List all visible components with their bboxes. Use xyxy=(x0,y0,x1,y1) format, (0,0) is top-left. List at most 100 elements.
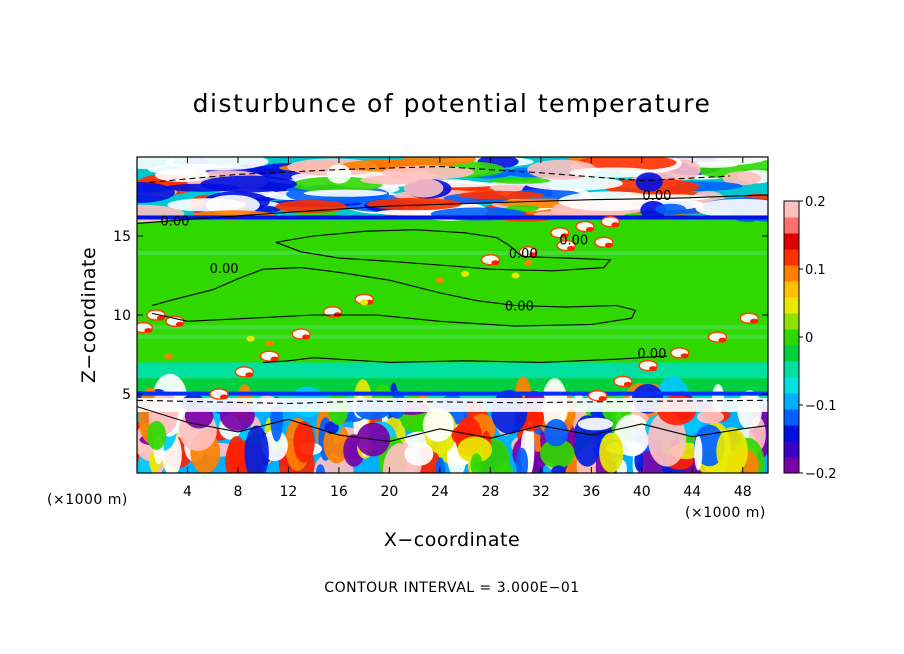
colorbar-swatch xyxy=(784,425,799,442)
x-tick-label: 40 xyxy=(633,484,651,500)
plume-1-core xyxy=(598,396,607,402)
colorbar-swatch xyxy=(784,457,799,474)
patch xyxy=(511,272,520,279)
x-tick-label: 24 xyxy=(431,484,449,500)
lower-blob xyxy=(146,420,167,450)
patch xyxy=(164,353,173,360)
upper-blob xyxy=(655,203,687,215)
x-tick-label: 8 xyxy=(233,484,242,500)
stripe-2 xyxy=(137,251,768,256)
upper-blue-line xyxy=(137,215,768,220)
contour-label-3: 0.00 xyxy=(637,347,666,362)
x-tick-label: 32 xyxy=(532,484,550,500)
colorbar-swatch xyxy=(784,265,799,282)
contour-interval-note: CONTOUR INTERVAL = 3.000E−01 xyxy=(324,580,579,596)
plume-4-core xyxy=(560,233,569,239)
band-2 xyxy=(137,378,768,393)
x-tick-label: 16 xyxy=(330,484,348,500)
patch xyxy=(524,259,533,266)
lower-blob xyxy=(457,436,493,463)
convective-plumes xyxy=(137,216,759,402)
colorbar-swatch xyxy=(784,201,799,218)
lower-blob xyxy=(315,464,325,473)
lower-blue-line xyxy=(137,391,768,396)
lower-blob xyxy=(422,408,454,442)
contour-lines xyxy=(137,165,768,442)
plume-0-core xyxy=(270,356,279,362)
patch xyxy=(435,277,444,284)
plume-3-core xyxy=(175,321,184,327)
x-axis-label: X−coordinate xyxy=(384,529,520,551)
colorbar-tick-label: 0.1 xyxy=(805,263,826,278)
colorbar-ticks: 0.2 0.1 0 −0.1 −0.2 xyxy=(799,195,837,482)
band-3 xyxy=(137,362,768,379)
colorbar-swatch xyxy=(784,217,799,234)
lower-blob xyxy=(577,417,614,431)
lower-blob xyxy=(404,442,434,466)
patch xyxy=(360,299,369,306)
colorbar-swatch xyxy=(784,297,799,314)
colorbar-tick-label: 0 xyxy=(805,331,813,346)
lower-blob xyxy=(551,465,566,473)
lower-blob xyxy=(599,432,624,473)
x-tick-label: 36 xyxy=(582,484,600,500)
y-tick-label: 10 xyxy=(113,308,131,324)
upper-blob xyxy=(382,165,474,180)
contour-label-4: 0.00 xyxy=(642,189,671,204)
plume-1-core xyxy=(718,337,727,343)
lower-blob xyxy=(694,435,703,471)
upper-blob xyxy=(569,167,657,178)
horizontal-bands xyxy=(137,212,768,399)
lower-blob xyxy=(293,421,315,463)
plume-1-core xyxy=(680,353,689,359)
colorbar-swatch xyxy=(784,393,799,410)
upper-blob xyxy=(403,178,444,198)
upper-turbulent-layer xyxy=(137,157,768,223)
plume-4-core xyxy=(611,222,620,228)
plume-2-core xyxy=(529,252,538,258)
lower-blob xyxy=(540,438,575,469)
x-tick-label: 28 xyxy=(481,484,499,500)
contour-label-5: 0.00 xyxy=(160,214,189,229)
y-axis-ticks: 5 10 15 xyxy=(113,229,768,403)
patch xyxy=(246,335,255,342)
contour-line xyxy=(263,355,668,363)
contour-line xyxy=(149,165,731,183)
plume-0-core xyxy=(302,334,311,340)
colorbar-tick-label: 0.2 xyxy=(805,195,826,210)
stripe-0 xyxy=(137,334,768,339)
contour-label-1: 0.00 xyxy=(210,262,239,277)
colorbar-swatch xyxy=(784,409,799,426)
x-tick-label: 20 xyxy=(380,484,398,500)
y-tick-label: 15 xyxy=(113,229,131,245)
colorbar-swatch xyxy=(784,249,799,266)
plume-3-core xyxy=(144,328,153,334)
lower-blob xyxy=(716,427,748,473)
colorbar-tick-label: −0.1 xyxy=(805,399,837,414)
stripe-1 xyxy=(137,325,768,330)
lower-blob xyxy=(470,453,483,473)
contour-line xyxy=(137,406,768,442)
y-axis-label: Z−coordinate xyxy=(78,247,100,383)
colorbar-swatch xyxy=(784,361,799,378)
upper-blob xyxy=(166,157,269,171)
upper-blob xyxy=(687,161,738,168)
colorbar-tick-label: −0.2 xyxy=(805,467,837,482)
lower-blob xyxy=(227,436,246,472)
plume-1-core xyxy=(649,366,658,372)
plume-4-core xyxy=(586,227,594,232)
colorbar-swatch xyxy=(784,313,799,330)
upper-blob xyxy=(155,168,209,182)
colorbar-swatch xyxy=(784,329,799,346)
lower-blob xyxy=(324,421,339,434)
lower-blob xyxy=(647,411,687,467)
plume-2-core xyxy=(604,242,613,248)
upper-blob xyxy=(577,157,677,171)
contour-label-0: 0.00 xyxy=(509,247,538,262)
colorbar-swatch xyxy=(784,377,799,394)
x-tick-label: 44 xyxy=(683,484,701,500)
patch xyxy=(461,270,470,277)
contour-labels: 0.00 0.00 0.00 0.00 0.00 0.00 0.00 xyxy=(160,189,671,362)
y-tick-label: 5 xyxy=(122,387,131,403)
